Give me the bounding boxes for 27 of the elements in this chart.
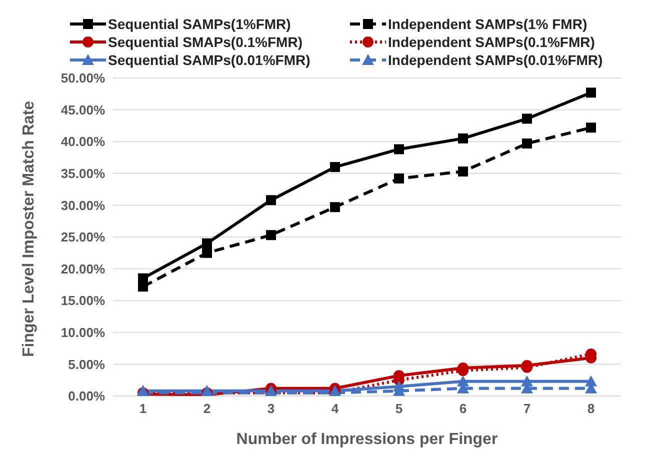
y-tick-label: 30.00% <box>60 198 106 213</box>
y-tick-label: 15.00% <box>60 293 106 308</box>
y-tick-label: 25.00% <box>60 230 106 245</box>
legend-label: Sequential SAMPs(1%FMR) <box>108 16 291 32</box>
legend-label: Independent SAMPs(0.01%FMR) <box>388 52 603 68</box>
x-tick-label: 8 <box>587 401 595 416</box>
y-axis-title: Finger Level Imposter Match Rate <box>20 100 38 357</box>
legend-label: Sequential SMAPs(0.1%FMR) <box>108 34 302 50</box>
y-tick-label: 35.00% <box>60 166 106 182</box>
y-tick-label: 40.00% <box>60 134 106 150</box>
y-tick-label: 0.00% <box>68 388 106 404</box>
x-axis-title: Number of Impressions per Finger <box>236 431 498 448</box>
x-tick-label: 2 <box>203 401 211 416</box>
y-tick-label: 5.00% <box>68 356 106 372</box>
legend-label: Sequential SAMPs(0.01%FMR) <box>108 52 310 68</box>
x-tick-label: 1 <box>139 401 147 416</box>
y-tick-label: 45.00% <box>60 102 106 118</box>
x-tick-label: 6 <box>459 401 467 416</box>
x-tick-label: 5 <box>395 401 403 416</box>
legend-label: Independent SAMPs(0.1%FMR) <box>388 34 595 50</box>
x-tick-label: 4 <box>331 401 340 416</box>
y-tick-label: 50.00% <box>60 70 106 86</box>
y-tick-label: 10.00% <box>60 325 106 340</box>
x-tick-label: 3 <box>267 401 275 416</box>
x-tick-label: 7 <box>523 401 531 416</box>
legend-label: Independent SAMPs(1% FMR) <box>388 16 588 32</box>
y-tick-label: 20.00% <box>60 261 106 276</box>
